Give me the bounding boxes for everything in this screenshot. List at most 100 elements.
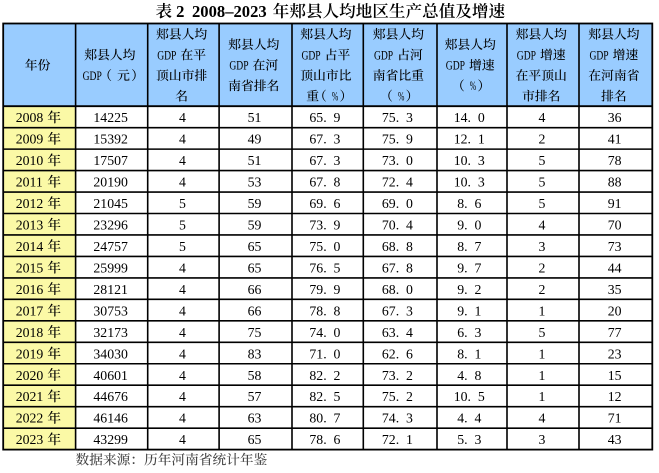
svg-text:57: 57 — [248, 389, 262, 404]
svg-text:65: 65 — [248, 260, 262, 275]
svg-text:51: 51 — [248, 110, 262, 125]
svg-text:71.0: 71. 0 — [309, 346, 340, 361]
svg-text:74.0: 74. 0 — [309, 325, 340, 340]
svg-text:5: 5 — [179, 218, 186, 233]
svg-text:63: 63 — [248, 411, 262, 426]
svg-text:5: 5 — [539, 196, 546, 211]
svg-text:88: 88 — [608, 175, 622, 190]
svg-text:74.3: 74. 3 — [382, 411, 413, 426]
svg-text:44676: 44676 — [93, 389, 128, 404]
svg-text:1: 1 — [539, 368, 546, 383]
svg-text:49: 49 — [248, 132, 262, 147]
svg-text:67.8: 67. 8 — [382, 260, 413, 275]
svg-text:3: 3 — [539, 432, 546, 447]
svg-text:30753: 30753 — [93, 303, 128, 318]
svg-text:65.9: 65. 9 — [309, 110, 340, 125]
svg-text:78.8: 78. 8 — [309, 303, 340, 318]
svg-text:32173: 32173 — [93, 325, 128, 340]
svg-text:75: 75 — [248, 325, 262, 340]
svg-text:40601: 40601 — [93, 368, 128, 383]
svg-text:67.3: 67. 3 — [309, 153, 340, 168]
svg-text:GDP: GDP — [301, 48, 320, 62]
svg-text:44: 44 — [608, 260, 622, 275]
svg-text:2016: 2016 — [16, 282, 44, 297]
svg-text:15: 15 — [608, 368, 622, 383]
svg-text:73: 73 — [608, 239, 622, 254]
svg-text:75.9: 75. 9 — [382, 132, 413, 147]
svg-text:67.3: 67. 3 — [382, 303, 413, 318]
svg-text:1: 1 — [539, 346, 546, 361]
svg-text:5: 5 — [539, 175, 546, 190]
svg-text:4: 4 — [539, 218, 546, 233]
svg-text:2009: 2009 — [16, 132, 44, 147]
svg-text:4: 4 — [179, 110, 186, 125]
svg-text:GDP: GDP — [374, 48, 393, 62]
svg-text:67.8: 67. 8 — [309, 175, 340, 190]
svg-text:4: 4 — [179, 389, 186, 404]
svg-text:65: 65 — [248, 239, 262, 254]
svg-text:17507: 17507 — [93, 153, 128, 168]
svg-text:73.0: 73. 0 — [382, 153, 413, 168]
svg-text:10.3: 10. 3 — [454, 175, 485, 190]
svg-text:14225: 14225 — [93, 110, 128, 125]
svg-text:72.1: 72. 1 — [382, 432, 413, 447]
svg-text:73.2: 73. 2 — [382, 368, 413, 383]
svg-text:GDP: GDP — [229, 59, 248, 73]
svg-text:59: 59 — [248, 196, 262, 211]
svg-text:77: 77 — [608, 325, 622, 340]
svg-text:66: 66 — [248, 303, 262, 318]
svg-text:70.4: 70. 4 — [382, 218, 413, 233]
svg-text:75.0: 75. 0 — [309, 239, 340, 254]
svg-text:2011: 2011 — [16, 175, 43, 190]
svg-text:25999: 25999 — [93, 260, 128, 275]
svg-text:2023: 2023 — [16, 432, 44, 447]
svg-text:GDP: GDP — [446, 59, 465, 73]
svg-text:91: 91 — [608, 196, 622, 211]
svg-text:14.0: 14. 0 — [454, 110, 485, 125]
svg-text:10.3: 10. 3 — [454, 153, 485, 168]
svg-text:2008–2023: 2008–2023 — [192, 2, 267, 21]
svg-text:4: 4 — [179, 411, 186, 426]
svg-text:2021: 2021 — [16, 389, 44, 404]
svg-text:4: 4 — [179, 303, 186, 318]
svg-text:2019: 2019 — [16, 346, 44, 361]
svg-text:43: 43 — [608, 432, 622, 447]
svg-text:79.9: 79. 9 — [309, 282, 340, 297]
svg-text:15392: 15392 — [93, 132, 128, 147]
svg-text:GDP: GDP — [589, 48, 608, 62]
svg-text:2: 2 — [539, 282, 546, 297]
svg-text:23296: 23296 — [93, 218, 128, 233]
svg-text:59: 59 — [248, 218, 262, 233]
svg-text:75.3: 75. 3 — [382, 110, 413, 125]
svg-text:1: 1 — [539, 389, 546, 404]
svg-text:2020: 2020 — [16, 368, 44, 383]
svg-text:4: 4 — [539, 411, 546, 426]
svg-text:71: 71 — [608, 411, 622, 426]
svg-text:4: 4 — [179, 153, 186, 168]
svg-text:4: 4 — [179, 346, 186, 361]
svg-text:70: 70 — [608, 218, 622, 233]
svg-text:%: % — [470, 79, 477, 93]
svg-text:67.3: 67. 3 — [309, 132, 340, 147]
svg-text:GDP: GDP — [83, 69, 102, 83]
svg-text:1: 1 — [539, 303, 546, 318]
svg-text:20: 20 — [608, 303, 622, 318]
svg-text:82.5: 82. 5 — [309, 389, 340, 404]
svg-text:63.4: 63. 4 — [382, 325, 413, 340]
svg-text:66: 66 — [248, 282, 262, 297]
svg-text:2015: 2015 — [16, 260, 44, 275]
svg-text:76.5: 76. 5 — [309, 260, 340, 275]
svg-text:83: 83 — [248, 346, 262, 361]
svg-text:2022: 2022 — [16, 411, 44, 426]
svg-text:2010: 2010 — [16, 153, 44, 168]
svg-text:73.9: 73. 9 — [309, 218, 340, 233]
svg-text:65: 65 — [248, 432, 262, 447]
svg-text:2: 2 — [539, 260, 546, 275]
svg-text:GDP: GDP — [157, 48, 176, 62]
svg-text:80.7: 80. 7 — [309, 411, 340, 426]
svg-text:2014: 2014 — [16, 239, 44, 254]
svg-text:5: 5 — [539, 325, 546, 340]
svg-text:72.4: 72. 4 — [382, 175, 413, 190]
svg-text:4: 4 — [179, 282, 186, 297]
svg-text:46146: 46146 — [93, 411, 128, 426]
